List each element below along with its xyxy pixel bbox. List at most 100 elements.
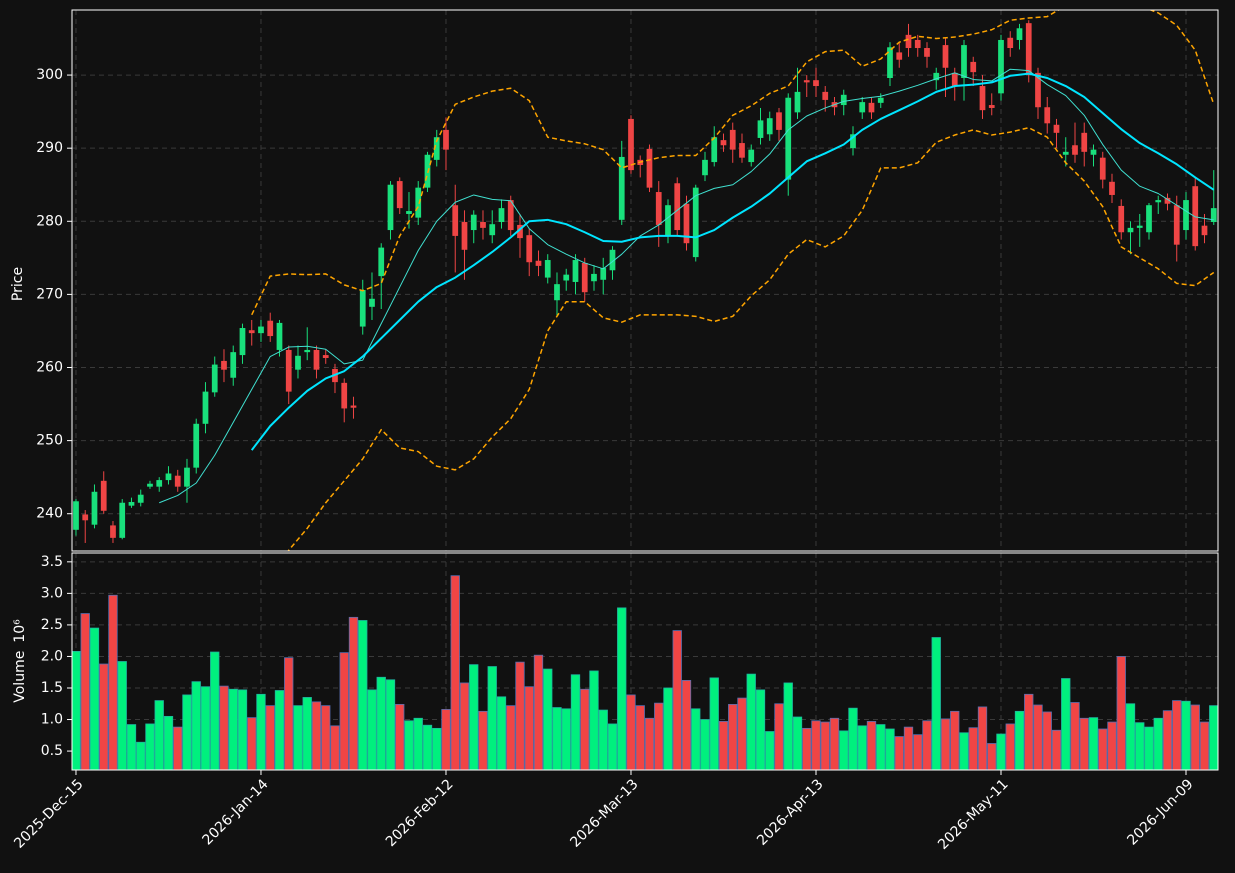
volume-bar [145,723,155,770]
volume-bar [1172,700,1182,770]
volume-bar [478,710,488,770]
volume-bar [256,693,266,770]
candle-body [572,260,579,282]
volume-bar [1014,710,1025,770]
candle-body [683,203,690,244]
y-tick-label: 260 [36,359,63,375]
volume-bar [922,720,932,770]
candle-body [868,102,875,113]
volume-bar [1209,705,1218,770]
volume-bar [330,725,340,770]
candle-body [979,86,986,111]
volume-bar [626,694,636,770]
candle-body [517,224,523,239]
volume-bar [459,682,470,770]
volume-bar [72,651,81,770]
candle-body [591,273,597,282]
volume-bar [598,709,608,770]
volume-offset: 10⁶ [12,619,28,643]
volume-bar [876,724,886,770]
volume-bar [99,663,109,770]
candle-body [165,473,172,481]
volume-bar [950,710,960,770]
candle-body [470,214,477,231]
volume-bar [284,657,294,770]
candle-body [581,262,588,293]
volume-bar [441,709,451,770]
y-tick-label: 250 [36,433,63,449]
candle-body [1081,132,1088,152]
candle-body [378,247,385,277]
volume-bar [913,734,923,770]
candle-body [933,72,940,81]
candle-body [924,48,930,57]
volume-bar [1199,721,1210,770]
candle-body [1127,227,1134,233]
candle-body [248,330,255,334]
overlay-line [287,126,1215,551]
volume-bar [1153,717,1163,770]
y-tick-label: 300 [36,67,63,83]
volume-bar [367,689,377,770]
overlay-line [251,10,1215,316]
volume-bar [931,637,941,770]
candle-body [1053,124,1060,133]
candle-body [535,260,542,266]
volume-bar [552,707,562,770]
candle-body [665,205,671,236]
candle-body [554,284,560,301]
candle-body [313,349,320,370]
volume-bar [885,728,895,770]
volume-bar [1024,693,1034,770]
candle-body [1109,181,1115,195]
volume-tick-label: 0.5 [41,743,63,759]
volume-bar [543,668,553,770]
candle-body [961,45,967,78]
candle-body [655,192,662,225]
volume-bar [1135,722,1145,770]
volume-bar [515,661,525,770]
candle-body [951,72,958,87]
candle-body [137,494,144,503]
candle-body [757,120,764,138]
candle-body [776,112,782,130]
candle-body [480,222,486,228]
volume-bar [395,703,405,770]
volume-tick-label: 1.5 [41,680,63,696]
volume-bar [89,627,100,770]
volume-bar [1125,703,1136,770]
candle-body [184,467,190,487]
candle-body [748,149,755,163]
volume-bar [163,715,174,770]
candle-body [350,405,357,408]
candle-body [1173,205,1180,245]
candle-body [1183,200,1189,231]
volume-bar [210,651,220,770]
candle-body [322,355,329,358]
volume-bar [1107,721,1117,770]
volume-bar [783,682,793,770]
volume-bar [1051,729,1062,770]
candle-body [896,52,903,60]
volume-bar [839,730,849,770]
volume-bar [700,719,710,770]
candle-body [840,94,847,106]
candle-body [193,423,200,468]
candle-body [887,47,893,78]
candle-body [267,320,274,337]
volume-bar [570,674,581,770]
candle-body [1155,200,1162,203]
volume-bar [1033,704,1043,770]
candle-body [295,355,301,370]
volume-bar [654,702,664,770]
volume-bar [903,726,914,770]
candle-body [489,224,496,236]
candle-body [813,80,819,87]
volume-bar [1088,717,1099,770]
candle-body [452,205,459,236]
candle-body [1016,28,1023,40]
volume-bar [792,716,803,770]
volume-bar [1190,704,1200,770]
candle-body [174,475,181,487]
candle-body [276,322,283,350]
